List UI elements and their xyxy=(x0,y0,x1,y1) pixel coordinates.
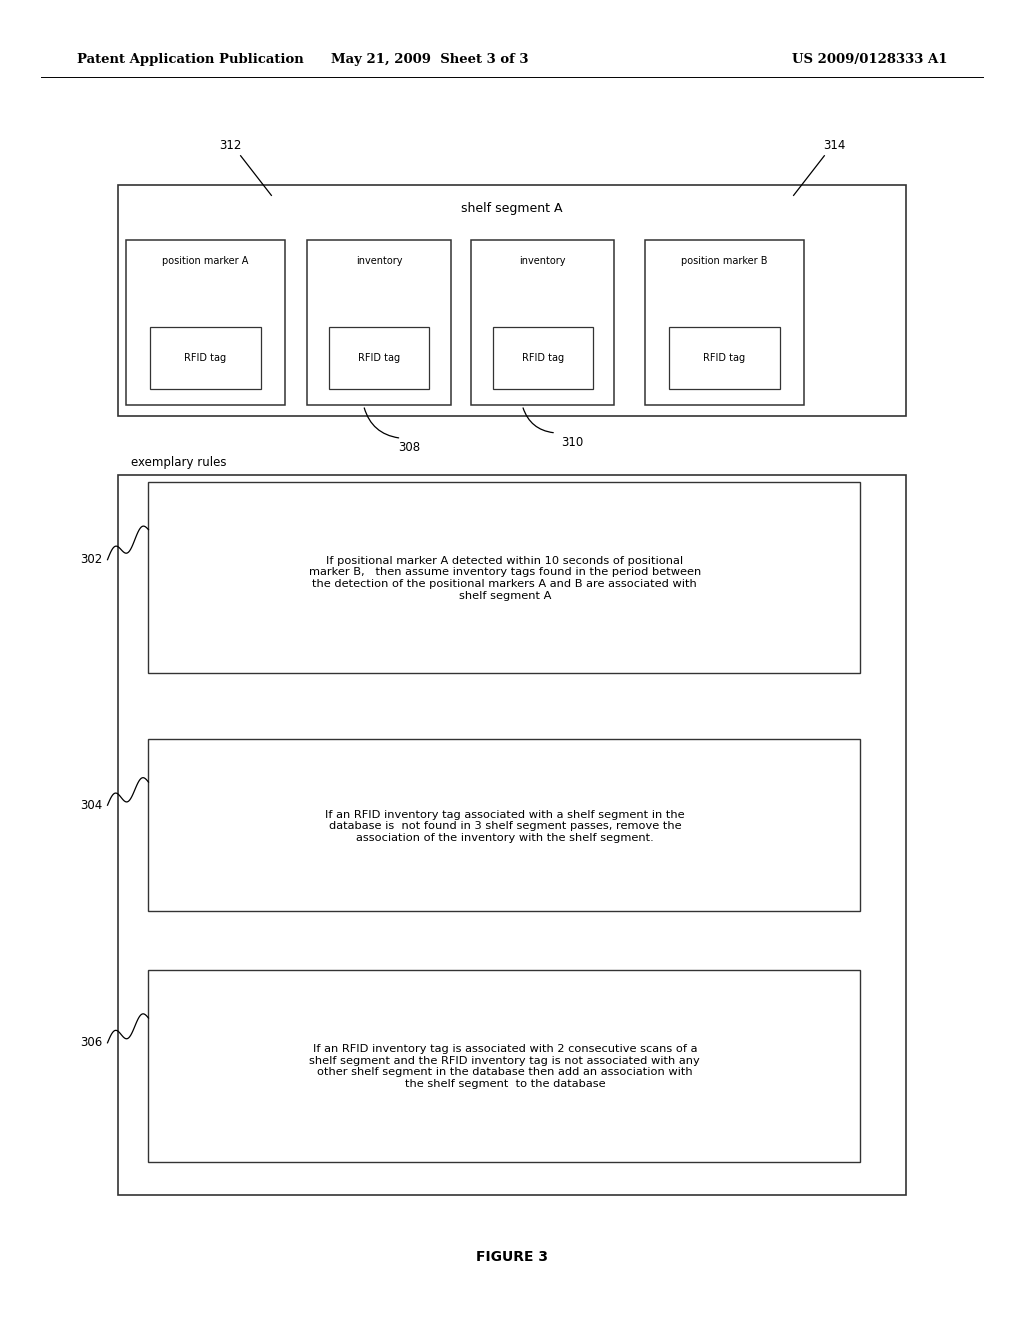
Bar xyxy=(126,240,285,405)
Text: If positional marker A detected within 10 seconds of positional
marker B,   then: If positional marker A detected within 1… xyxy=(308,556,701,601)
Text: shelf segment A: shelf segment A xyxy=(461,202,563,215)
Text: 310: 310 xyxy=(561,436,584,449)
Text: 304: 304 xyxy=(80,799,102,812)
Text: If an RFID inventory tag associated with a shelf segment in the
database is  not: If an RFID inventory tag associated with… xyxy=(325,809,685,843)
Bar xyxy=(493,327,593,389)
Text: position marker B: position marker B xyxy=(681,256,768,267)
Bar xyxy=(150,327,261,389)
Text: RFID tag: RFID tag xyxy=(703,352,745,363)
Text: RFID tag: RFID tag xyxy=(184,352,226,363)
Bar xyxy=(669,327,780,389)
Bar xyxy=(471,240,614,405)
Bar xyxy=(148,970,860,1162)
Bar xyxy=(148,482,860,673)
Text: US 2009/0128333 A1: US 2009/0128333 A1 xyxy=(792,53,947,66)
Text: inventory: inventory xyxy=(519,256,566,267)
Text: 302: 302 xyxy=(80,553,102,566)
Bar xyxy=(148,739,860,911)
Bar xyxy=(329,327,429,389)
Bar xyxy=(118,475,906,1195)
Text: May 21, 2009  Sheet 3 of 3: May 21, 2009 Sheet 3 of 3 xyxy=(332,53,528,66)
Text: Patent Application Publication: Patent Application Publication xyxy=(77,53,303,66)
Text: FIGURE 3: FIGURE 3 xyxy=(476,1250,548,1263)
Text: position marker A: position marker A xyxy=(162,256,249,267)
Text: 308: 308 xyxy=(398,441,421,454)
Text: 312: 312 xyxy=(219,139,242,152)
Bar xyxy=(645,240,804,405)
Text: exemplary rules: exemplary rules xyxy=(131,455,226,469)
Text: If an RFID inventory tag is associated with 2 consecutive scans of a
shelf segme: If an RFID inventory tag is associated w… xyxy=(309,1044,700,1089)
Text: RFID tag: RFID tag xyxy=(357,352,400,363)
Text: 306: 306 xyxy=(80,1036,102,1049)
Text: RFID tag: RFID tag xyxy=(521,352,564,363)
Text: inventory: inventory xyxy=(355,256,402,267)
Bar xyxy=(307,240,451,405)
Text: 314: 314 xyxy=(823,139,846,152)
Bar xyxy=(118,185,906,416)
